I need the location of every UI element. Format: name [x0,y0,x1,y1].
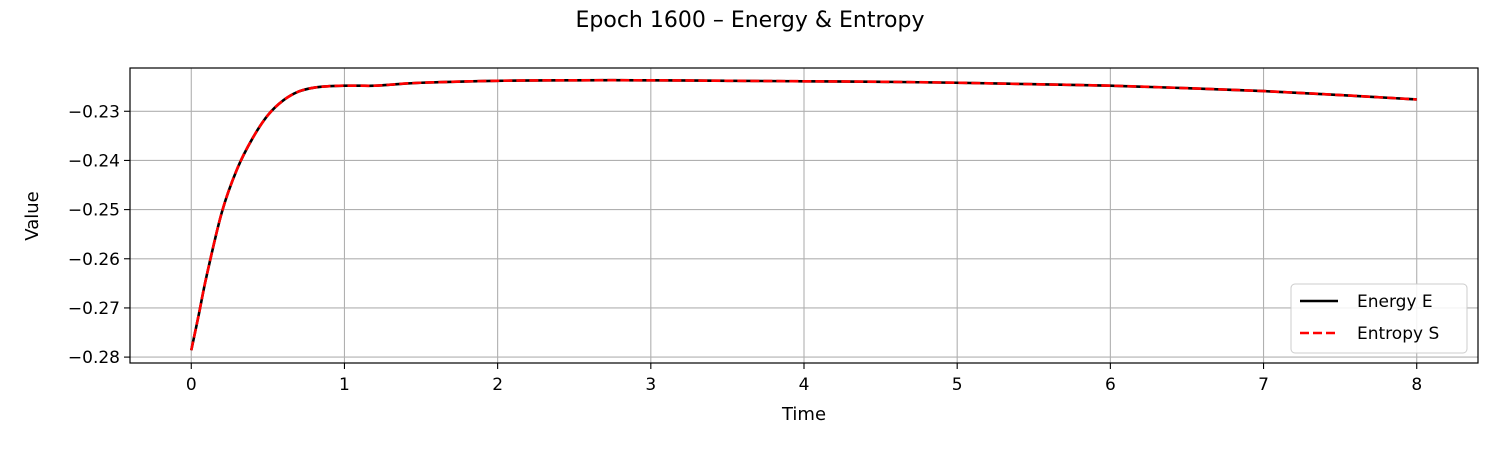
x-tick-label: 0 [186,375,197,395]
legend: Energy E Entropy S [1290,283,1468,354]
y-tick-label: −0.27 [68,299,120,319]
y-axis-title: Value [22,191,43,240]
y-tick-label: −0.28 [68,348,120,368]
y-tick-label: −0.26 [68,250,120,270]
x-tick-label: 5 [952,375,963,395]
grid-lines [130,68,1478,363]
y-axis-ticks: −0.28 −0.27 −0.26 −0.25 −0.24 −0.23 [68,102,130,368]
legend-label-entropy: Entropy S [1357,324,1439,344]
legend-label-energy: Energy E [1357,292,1433,312]
x-tick-label: 1 [339,375,350,395]
x-tick-label: 6 [1105,375,1116,395]
x-tick-label: 2 [492,375,503,395]
x-tick-label: 4 [799,375,810,395]
series-lines [189,78,1417,351]
series-line-entropy-s [189,78,1417,351]
x-axis-title: Time [781,404,826,425]
x-tick-label: 8 [1411,375,1422,395]
y-tick-label: −0.24 [68,151,120,171]
chart-title: Epoch 1600 – Energy & Entropy [576,8,925,33]
y-tick-label: −0.23 [68,102,120,122]
x-axis-ticks: 0 1 2 3 4 5 6 7 8 [186,363,1422,395]
x-tick-label: 3 [645,375,656,395]
y-tick-label: −0.25 [68,201,120,221]
x-tick-label: 7 [1258,375,1269,395]
